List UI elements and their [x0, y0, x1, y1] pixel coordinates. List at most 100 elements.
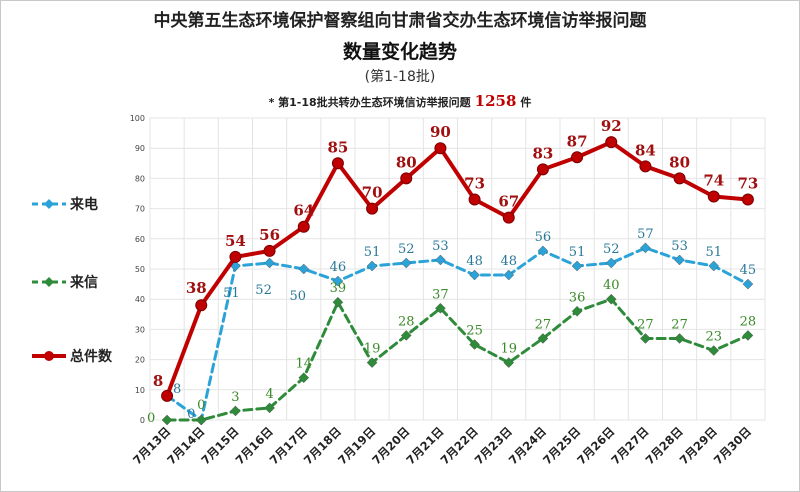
data-label: 14: [295, 357, 312, 372]
data-point: [571, 305, 583, 317]
y-tick-label: 100: [130, 114, 145, 123]
data-point: [161, 414, 173, 426]
data-label: 64: [293, 202, 314, 220]
data-label: 48: [500, 254, 517, 269]
data-label: 52: [603, 242, 620, 257]
data-label: 48: [466, 254, 483, 269]
series-line: [165, 297, 750, 422]
data-label: 3: [231, 390, 239, 405]
data-point: [537, 245, 549, 257]
data-point: [195, 414, 207, 426]
data-label: 39: [330, 281, 347, 296]
data-point: [639, 160, 652, 173]
data-point: [161, 389, 174, 402]
y-tick-label: 50: [135, 265, 145, 274]
data-label: 56: [259, 226, 280, 244]
data-label: 87: [567, 132, 588, 150]
y-tick-label: 10: [135, 386, 145, 395]
data-point: [673, 172, 686, 185]
series-line: [165, 246, 750, 422]
data-label: 19: [364, 342, 381, 357]
chart-title: 中央第五生态环境保护督察组向甘肃省交办生态环境信访举报问题: [153, 11, 647, 31]
data-label: 54: [225, 232, 246, 250]
data-point: [331, 157, 344, 170]
y-tick-label: 0: [140, 416, 145, 425]
data-point: [571, 151, 584, 164]
data-point: [195, 299, 208, 312]
data-point: [605, 136, 618, 149]
data-label: 0: [147, 411, 155, 426]
data-point: [366, 260, 378, 272]
data-point: [674, 254, 685, 266]
data-label: 73: [464, 175, 485, 193]
data-point: [400, 330, 412, 341]
data-point: [229, 250, 242, 263]
data-label: 27: [637, 317, 654, 332]
legend-item: 总件数: [32, 348, 113, 365]
data-point: [400, 172, 413, 185]
data-label: 51: [364, 245, 381, 260]
data-point: [707, 190, 720, 203]
total-note-suffix: 件: [520, 96, 532, 109]
total-count: 1258: [474, 92, 517, 110]
data-label: 52: [398, 242, 415, 257]
data-point: [742, 278, 754, 290]
data-label: 23: [705, 330, 722, 345]
y-tick-label: 30: [135, 325, 145, 334]
data-label: 8: [153, 372, 163, 390]
data-label: 80: [396, 153, 417, 171]
legend-item: 来信: [32, 274, 98, 291]
data-label: 53: [432, 239, 449, 254]
data-point: [366, 202, 379, 215]
data-point: [469, 339, 480, 350]
grid-lines: [149, 117, 766, 421]
data-label: 36: [569, 290, 586, 305]
y-tick-label: 20: [135, 356, 145, 365]
data-label: 37: [432, 287, 449, 302]
y-tick-label: 70: [135, 205, 145, 214]
y-tick-label: 80: [135, 174, 145, 183]
data-point: [640, 333, 651, 344]
data-point: [435, 254, 446, 266]
data-label: 70: [362, 184, 383, 202]
data-point: [708, 345, 720, 356]
data-point: [605, 293, 617, 305]
data-label: 38: [186, 279, 207, 297]
data-point: [230, 405, 241, 417]
data-point: [503, 357, 515, 368]
data-label: 51: [569, 245, 586, 260]
data-point: [434, 142, 447, 155]
data-label: 25: [466, 324, 483, 339]
legend-item: 来电: [32, 196, 98, 213]
data-label: 92: [601, 117, 622, 135]
data-label: 57: [637, 227, 654, 242]
data-label: 0: [197, 398, 205, 413]
legend-label: 来电: [69, 196, 98, 213]
data-point: [264, 257, 275, 269]
data-label: 56: [535, 230, 552, 245]
data-point: [298, 372, 310, 384]
data-label: 51: [705, 245, 722, 260]
data-point: [264, 402, 275, 414]
chart-subtitle: 数量变化趋势: [342, 41, 457, 63]
data-point: [263, 244, 276, 257]
data-point: [469, 269, 480, 281]
legend-marker: [44, 277, 54, 287]
data-point: [605, 257, 617, 269]
data-point: [742, 330, 754, 341]
x-axis-ticks: 7月13日7月14日7月15日7月16日7月17日7月18日7月19日7月20日…: [130, 424, 754, 467]
data-label: 50: [289, 289, 306, 304]
total-note-prefix: * 第1-18批共转办生态环境信访举报问题: [268, 96, 471, 109]
chart-batch-range: (第1-18批): [364, 69, 436, 85]
data-point: [297, 220, 310, 233]
legend-marker: [44, 351, 54, 361]
data-label: 4: [265, 387, 273, 402]
data-point: [332, 275, 344, 287]
x-tick-label: 7月30日: [711, 424, 754, 467]
data-label: 0: [187, 407, 195, 422]
data-label: 52: [255, 283, 272, 298]
